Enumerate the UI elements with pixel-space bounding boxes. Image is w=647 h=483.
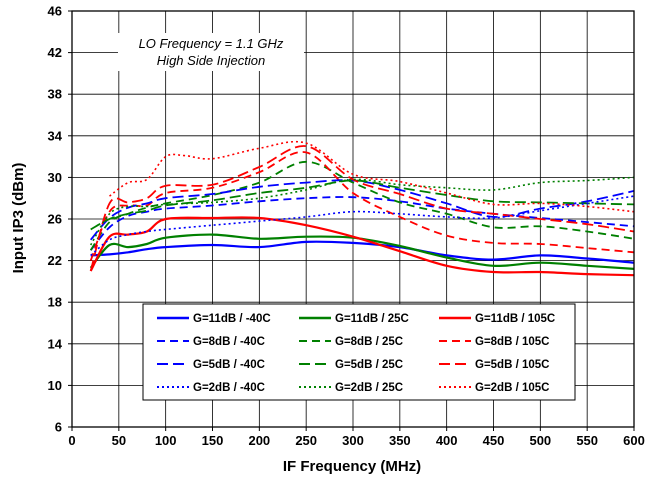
x-tick-label: 250: [295, 433, 317, 448]
y-tick-label: 34: [48, 128, 63, 143]
legend-label-9: G=2dB / -40C: [193, 382, 265, 394]
y-tick-label: 18: [48, 295, 62, 310]
series-line-0: [90, 240, 635, 264]
legend-box: [142, 303, 576, 401]
series-group: [89, 140, 635, 277]
annotation: LO Frequency = 1.1 GHz High Side Injecti…: [118, 33, 304, 71]
y-tick-label: 14: [48, 336, 63, 351]
tick-group: 0 50 100 150 200 250 300 350 400 450 500 550 600 6 10 1…: [48, 4, 645, 449]
x-tick-label: 600: [623, 433, 645, 448]
x-tick-label: 200: [248, 433, 270, 448]
x-tick-label: 0: [68, 433, 75, 448]
x-tick-label: 50: [112, 433, 126, 448]
legend-label-0: G=11dB / -40C: [193, 313, 271, 325]
x-tick-label: 450: [483, 433, 505, 448]
y-tick-label: 26: [48, 212, 62, 227]
x-tick-label: 300: [342, 433, 364, 448]
x-tick-label: 550: [576, 433, 598, 448]
x-tick-label: 500: [529, 433, 551, 448]
series-line-11: [109, 140, 635, 213]
legend-label-7: G=5dB / 25C: [335, 359, 403, 371]
y-tick-label: 30: [48, 170, 62, 185]
y-tick-label: 22: [48, 253, 62, 268]
legend-label-5: G=8dB / 105C: [475, 336, 549, 348]
legend: G=11dB / -40C G=11dB / 25C G=11dB / 105C G=…: [142, 303, 576, 401]
annotation-line-1: LO Frequency = 1.1 GHz: [139, 36, 284, 51]
legend-label-3: G=8dB / -40C: [193, 336, 265, 348]
legend-label-8: G=5dB / 105C: [475, 359, 549, 371]
annotation-box: [118, 33, 304, 71]
legend-label-6: G=5dB / -40C: [193, 359, 265, 371]
series-line-10: [90, 176, 635, 246]
legend-label-10: G=2dB / 25C: [335, 382, 403, 394]
series-line-3: [90, 196, 635, 251]
y-tick-label: 6: [55, 420, 62, 435]
series-line-8: [89, 145, 635, 272]
x-tick-label: 350: [389, 433, 411, 448]
y-tick-label: 42: [48, 45, 62, 60]
x-tick-label: 150: [202, 433, 224, 448]
legend-label-2: G=11dB / 105C: [475, 313, 555, 325]
annotation-line-2: High Side Injection: [157, 53, 265, 68]
series-line-4: [89, 160, 635, 251]
x-axis-label: IF Frequency (MHz): [283, 458, 421, 475]
y-tick-label: 38: [48, 87, 62, 102]
series-line-1: [89, 233, 635, 270]
x-tick-label: 400: [436, 433, 458, 448]
series-line-6: [90, 179, 635, 241]
y-tick-label: 10: [48, 378, 62, 393]
series-line-2: [89, 216, 635, 277]
legend-label-4: G=8dB / 25C: [335, 336, 403, 348]
y-tick-label: 46: [48, 4, 62, 19]
x-tick-label: 100: [155, 433, 177, 448]
legend-label-11: G=2dB / 105C: [475, 382, 549, 394]
legend-label-1: G=11dB / 25C: [335, 313, 409, 325]
y-axis-label: Input IP3 (dBm): [10, 163, 27, 274]
